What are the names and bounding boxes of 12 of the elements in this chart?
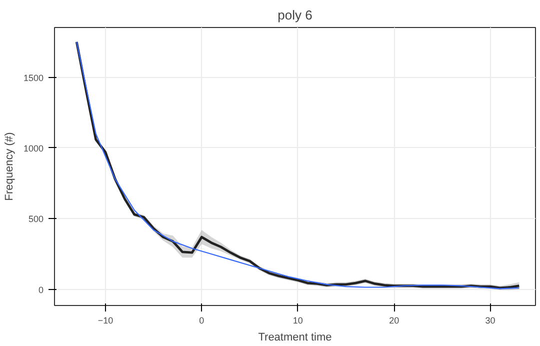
x-tick-label: 30 [485, 316, 496, 326]
y-axis-title: Frequency (#) [3, 132, 16, 201]
y-tick-label: 500 [28, 214, 44, 224]
x-tick-label: 0 [199, 316, 204, 326]
chart-title: poly 6 [278, 8, 312, 22]
y-tick-label: 0 [38, 284, 44, 295]
y-tick-label: 1000 [23, 143, 44, 154]
x-tick-label: 10 [292, 316, 303, 326]
x-tick-label: −10 [98, 316, 114, 326]
x-axis-title: Treatment time [258, 332, 332, 344]
y-tick-label: 1500 [23, 72, 44, 83]
x-tick-label: 20 [389, 316, 400, 326]
